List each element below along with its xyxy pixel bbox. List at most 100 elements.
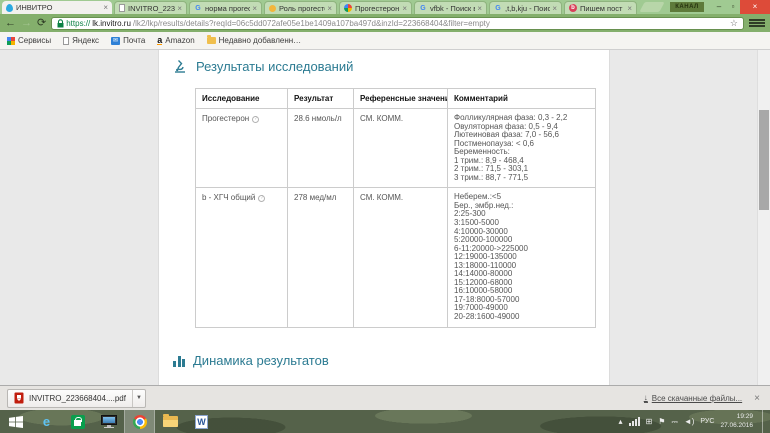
tab-close-icon[interactable]: × xyxy=(477,3,482,13)
windows-logo-icon xyxy=(8,415,23,428)
bookmark-label: Почта xyxy=(123,36,146,45)
tab-label: ИНВИТРО xyxy=(16,3,53,12)
results-card: Результаты исследований Исследование Рез… xyxy=(158,50,610,385)
word-icon: W xyxy=(195,414,208,429)
bar-chart-icon xyxy=(173,355,185,367)
action-center-flag-icon[interactable]: ⚑ xyxy=(658,416,666,426)
taskbar-chrome-button[interactable] xyxy=(124,410,155,433)
tab-label: vfbk - Поиск в xyxy=(430,3,476,13)
language-indicator[interactable]: РУС xyxy=(700,418,715,425)
minimize-button[interactable]: – xyxy=(716,2,722,11)
taskbar-desktop-app-button[interactable] xyxy=(93,410,124,433)
google-favicon: G xyxy=(495,4,501,12)
col-test: Исследование xyxy=(195,88,288,109)
help-icon[interactable]: ? xyxy=(258,194,266,202)
tab-search-vfbk[interactable]: G vfbk - Поиск в × xyxy=(414,1,487,14)
col-reference: Референсные значения xyxy=(353,88,448,109)
invitro-drop-favicon xyxy=(6,3,13,12)
test-name: b - ХГЧ общий xyxy=(202,193,256,203)
menu-icon[interactable] xyxy=(749,17,765,29)
bookmark-amazon[interactable]: a Amazon xyxy=(157,36,195,45)
scrollbar-thumb[interactable] xyxy=(759,110,769,210)
downloaded-file-button[interactable]: INVITRO_223668404....pdf ▼ xyxy=(7,388,146,408)
file-explorer-icon xyxy=(163,413,178,427)
tab-invitro[interactable]: ИНВИТРО × xyxy=(2,1,112,14)
bookmarks-bar: Сервисы Яндекс ✉ Почта a Amazon Недавно … xyxy=(0,32,770,50)
results-section-header: Результаты исследований xyxy=(173,59,353,74)
tab-close-icon[interactable]: × xyxy=(552,3,557,13)
pdf-file-icon xyxy=(14,392,24,404)
taskbar-store-button[interactable] xyxy=(62,410,93,433)
test-name-cell: Прогестерон? xyxy=(195,107,288,189)
scrollbar-track[interactable] xyxy=(757,50,770,385)
reload-button[interactable]: ⟳ xyxy=(37,16,47,29)
speaker-icon[interactable]: ◄) xyxy=(683,416,695,426)
show-all-downloads-label: Все скачанные файлы... xyxy=(651,393,743,403)
back-button[interactable]: ← xyxy=(5,16,16,29)
tab-label: ,t,b,kju - Поиск xyxy=(505,3,551,13)
tab-label: Прогестерон пр xyxy=(355,3,400,13)
taskbar-clock[interactable]: 19:29 27.06.2016 xyxy=(720,413,753,431)
bookmark-recently-added[interactable]: Недавно добавленн… xyxy=(206,35,301,45)
browser-toolbar: ← → ⟳ https:// lk.invitro.ru /lk2/lkp/re… xyxy=(0,14,770,32)
document-favicon xyxy=(119,4,125,12)
windows-store-icon xyxy=(70,414,85,429)
pinwheel-favicon xyxy=(344,4,352,12)
forward-button[interactable]: → xyxy=(21,16,32,29)
tab-label: Пишем пост в с xyxy=(580,3,625,13)
bookmark-yandex[interactable]: Яндекс xyxy=(63,36,99,45)
tab-rol-progester[interactable]: Роль прогестер × xyxy=(264,1,337,14)
internet-explorer-icon: e xyxy=(42,414,51,429)
tab-close-icon[interactable]: × xyxy=(103,3,108,12)
channel-badge: КАНАЛ xyxy=(670,2,704,12)
taskbar-ie-button[interactable]: e xyxy=(31,410,62,433)
bookmark-label: Яндекс xyxy=(72,36,100,45)
windows-tray-icon[interactable]: ⊞ xyxy=(645,416,653,426)
bookmark-star-icon[interactable]: ☆ xyxy=(729,17,738,28)
tab-label: норма прогест xyxy=(205,3,251,13)
time: 19:29 xyxy=(736,412,753,420)
tab-close-icon[interactable]: × xyxy=(627,3,632,13)
usb-eject-icon[interactable]: ⎓ xyxy=(671,416,678,426)
window-controls: – ▫ × xyxy=(712,0,770,14)
url-scheme: https:// xyxy=(66,18,91,28)
tab-progesteron[interactable]: Прогестерон пр × xyxy=(339,1,412,14)
bookmark-services[interactable]: Сервисы xyxy=(7,36,51,45)
comment-cell: Неберем.:<5 Бер., эмбр.нед.: 2:25-300 3:… xyxy=(447,187,596,328)
start-button[interactable] xyxy=(0,410,31,433)
tab-invitro-pdf[interactable]: INVITRO_22366 × xyxy=(114,1,187,14)
url-path: /lk2/lkp/results/details?reqId=06c5dd072… xyxy=(132,18,490,28)
close-window-button[interactable]: × xyxy=(740,0,770,14)
network-icon[interactable] xyxy=(628,417,640,426)
windows-taskbar: e W ▴ ⊞ ⚑ ⎓ ◄) РУС 19:29 27.06.2016 xyxy=(0,410,770,433)
restore-button[interactable]: ▫ xyxy=(731,2,735,11)
new-tab-button[interactable] xyxy=(639,2,665,12)
help-icon[interactable]: ? xyxy=(252,115,260,123)
show-all-downloads-link[interactable]: ↓ Все скачанные файлы... xyxy=(643,393,743,403)
tab-label: Роль прогестер xyxy=(279,3,325,13)
address-bar[interactable]: https:// lk.invitro.ru /lk2/lkp/results/… xyxy=(51,16,744,30)
google-favicon: G xyxy=(195,4,201,12)
tab-norma-progest[interactable]: G норма прогест × xyxy=(189,1,262,14)
bookmark-label: Amazon xyxy=(165,36,195,45)
folder-icon xyxy=(206,35,216,44)
hidden-icons-chevron[interactable]: ▴ xyxy=(618,416,623,426)
page-content: Результаты исследований Исследование Рез… xyxy=(0,50,770,385)
comment-cell: Фолликулярная фаза: 0,3 - 2,2 Овуляторна… xyxy=(447,107,596,189)
taskbar-explorer-button[interactable] xyxy=(155,410,186,433)
table-row: Прогестерон? 28.6 нмоль/л СМ. КОММ. Фолл… xyxy=(195,107,596,189)
tab-close-icon[interactable]: × xyxy=(177,3,182,13)
show-desktop-button[interactable] xyxy=(762,410,766,433)
tab-pishem-post[interactable]: b Пишем пост в с × xyxy=(564,1,637,14)
bookmark-mail[interactable]: ✉ Почта xyxy=(111,36,145,45)
taskbar-word-button[interactable]: W xyxy=(186,410,217,433)
tab-close-icon[interactable]: × xyxy=(327,3,332,13)
download-options-caret[interactable]: ▼ xyxy=(131,389,145,407)
google-favicon: G xyxy=(420,4,426,12)
tab-search-tbkju[interactable]: G ,t,b,kju - Поиск × xyxy=(489,1,562,14)
yellow-favicon xyxy=(269,4,276,12)
tab-close-icon[interactable]: × xyxy=(252,3,257,13)
close-download-bar-button[interactable]: × xyxy=(754,392,760,404)
tab-close-icon[interactable]: × xyxy=(402,3,407,13)
https-lock-icon xyxy=(57,18,64,27)
